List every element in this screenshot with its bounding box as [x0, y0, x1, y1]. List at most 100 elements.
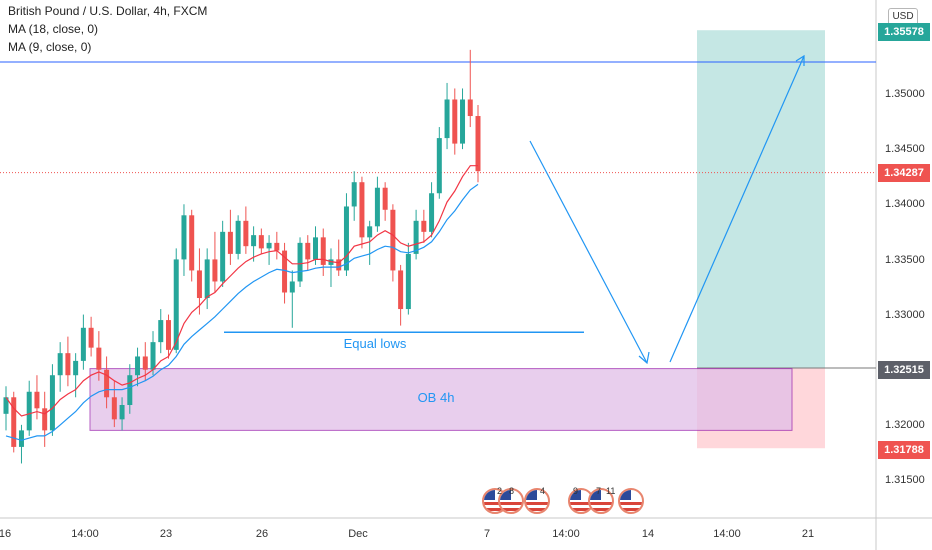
- candle-body: [135, 356, 141, 376]
- candle-body: [204, 259, 210, 299]
- candle-body: [405, 253, 411, 310]
- down-projection-arrow: [529, 140, 648, 364]
- candle-body: [382, 187, 388, 210]
- candle-body: [243, 220, 249, 247]
- candle-body: [313, 237, 319, 260]
- candle-body: [297, 242, 303, 282]
- candle-body: [444, 99, 450, 139]
- x-tick-label: 26: [255, 528, 269, 540]
- candle-body: [26, 391, 32, 431]
- candle-body: [73, 360, 79, 376]
- current-price-label: 1.34287: [878, 164, 930, 182]
- candle-body: [127, 375, 133, 405]
- y-tick-label: 1.33000: [885, 309, 925, 321]
- candle-body: [320, 237, 326, 265]
- ma-slow-line: [5, 183, 479, 441]
- candle-body: [173, 259, 179, 350]
- candle-body: [367, 226, 373, 238]
- y-tick-label: 1.31500: [885, 474, 925, 486]
- x-tick-label: 14:00: [552, 528, 580, 540]
- y-tick-label: 1.33500: [885, 254, 925, 266]
- chart-title: British Pound / U.S. Dollar, 4h, FXCM: [8, 4, 208, 18]
- candle-body: [235, 220, 241, 254]
- candle-body: [336, 259, 342, 271]
- candle-body: [429, 193, 435, 232]
- candle-body: [467, 99, 473, 117]
- event-count: 7: [596, 486, 602, 496]
- y-tick-label: 1.32000: [885, 419, 925, 431]
- candle-body: [181, 215, 187, 260]
- target-zone: [697, 30, 825, 369]
- candle-body: [390, 209, 396, 271]
- ma-9-legend[interactable]: MA (9, close, 0): [8, 40, 92, 54]
- candle-body: [359, 182, 365, 238]
- candle-body: [289, 281, 295, 293]
- candle-body: [351, 182, 357, 207]
- candle-body: [220, 231, 226, 282]
- candle-body: [88, 327, 94, 348]
- candle-body: [452, 99, 458, 144]
- candle-body: [266, 242, 272, 249]
- candle-body: [150, 342, 156, 370]
- candle-body: [282, 250, 288, 293]
- candle-body: [227, 231, 233, 254]
- candle-body: [305, 242, 311, 260]
- candle-body: [258, 235, 264, 249]
- x-tick-label: Dec: [348, 528, 368, 540]
- candle-body: [65, 353, 71, 376]
- candle-body: [460, 99, 466, 144]
- event-count: 11: [606, 486, 616, 496]
- candle-body: [34, 391, 40, 409]
- candle-body: [142, 356, 148, 370]
- candle-body: [104, 369, 110, 398]
- us-flag-event-icon[interactable]: [588, 488, 614, 514]
- candle-body: [57, 353, 63, 376]
- candle-body: [165, 320, 171, 350]
- candle-body: [475, 116, 481, 172]
- up-projection-arrow: [669, 55, 805, 363]
- candle-body: [111, 397, 117, 420]
- event-count: 4: [540, 486, 546, 496]
- event-count: 8: [509, 486, 515, 496]
- x-tick-label: 14: [641, 528, 655, 540]
- candle-body: [212, 259, 218, 282]
- candle-body: [80, 327, 86, 361]
- ma-fast-line: [5, 165, 478, 417]
- us-flag-event-icon[interactable]: [498, 488, 524, 514]
- candle-body: [436, 138, 442, 194]
- y-tick-label: 1.34000: [885, 198, 925, 210]
- candle-body: [42, 408, 48, 431]
- candle-body: [49, 375, 55, 431]
- candle-body: [18, 430, 24, 447]
- candle-body: [196, 270, 202, 299]
- x-tick-label: 14:00: [713, 528, 741, 540]
- equal-lows-label[interactable]: Equal lows: [343, 336, 407, 351]
- ob-4h-label[interactable]: OB 4h: [417, 390, 455, 405]
- candle-body: [413, 220, 419, 254]
- candle-body: [96, 347, 102, 370]
- x-tick-label: 21: [801, 528, 815, 540]
- candle-body: [398, 270, 404, 310]
- x-tick-label: 16: [0, 528, 12, 540]
- candle-body: [274, 242, 280, 251]
- entry-price-label: 1.32515: [878, 361, 930, 379]
- candle-body: [421, 220, 427, 232]
- up-arrow-head: [795, 54, 805, 66]
- candle-body: [158, 320, 164, 343]
- event-count: 9: [573, 486, 579, 496]
- candle-body: [251, 235, 257, 247]
- us-flag-event-icon[interactable]: [618, 488, 644, 514]
- candle-body: [189, 215, 195, 271]
- candle-body: [119, 405, 125, 420]
- order-block-zone: [89, 368, 793, 431]
- us-flag-event-icon[interactable]: [524, 488, 550, 514]
- y-tick-label: 1.35000: [885, 88, 925, 100]
- stop-price-label: 1.31788: [878, 441, 930, 459]
- candle-body: [11, 397, 17, 447]
- x-tick-label: 23: [159, 528, 173, 540]
- candle-body: [374, 187, 380, 227]
- candle-body: [343, 206, 349, 271]
- ma-18-legend[interactable]: MA (18, close, 0): [8, 22, 99, 36]
- target-price-label: 1.35578: [878, 23, 930, 41]
